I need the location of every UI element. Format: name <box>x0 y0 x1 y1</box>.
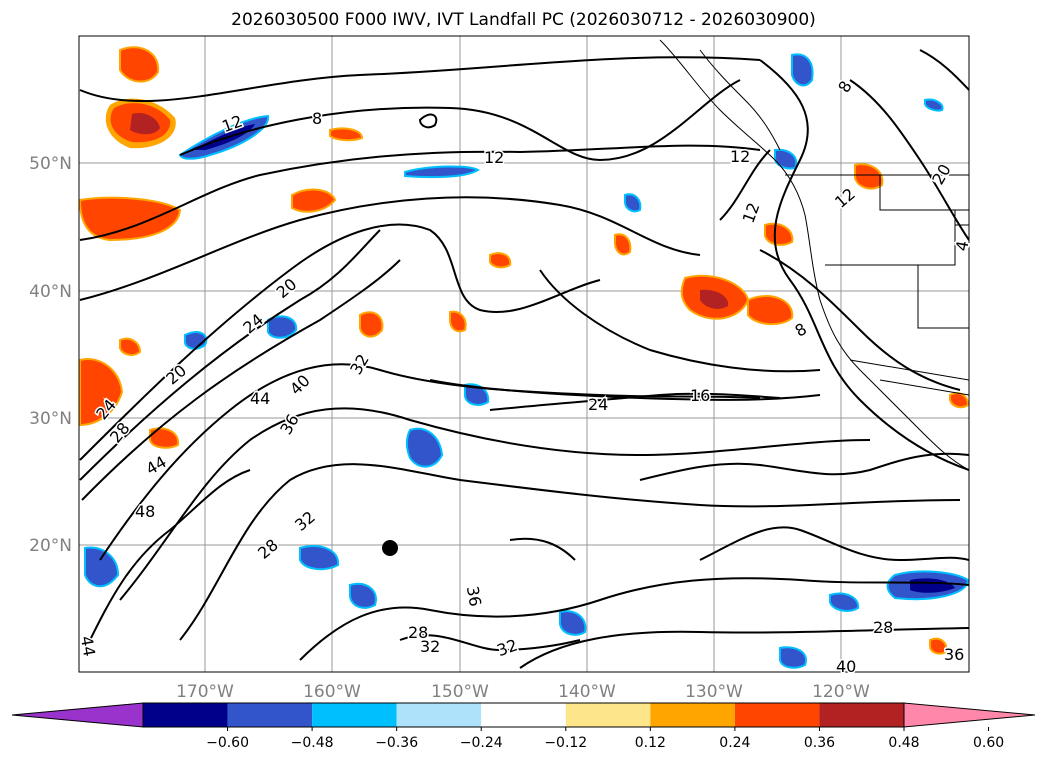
contour-label: 44 <box>77 635 99 658</box>
anomaly-blob-gulf-of-alaska <box>105 98 176 149</box>
lon-label-160w: 160°W <box>303 682 361 702</box>
colorbar-extend-high <box>903 702 1036 728</box>
colorbar-segment <box>650 703 735 727</box>
contour-label: 36 <box>944 645 964 664</box>
lat-label-20n: 20°N <box>29 536 72 556</box>
contour-label: 32 <box>420 637 440 656</box>
contour-label: 36 <box>463 585 485 608</box>
contour-label: 40 <box>836 657 856 676</box>
contour-label: 4 <box>952 239 972 252</box>
colorbar-segment <box>227 703 313 727</box>
lon-label-140w: 140°W <box>558 682 616 702</box>
colorbar-segment <box>565 703 651 727</box>
map-border <box>78 35 970 673</box>
colorbar-segment <box>143 703 228 727</box>
coastline <box>659 39 969 471</box>
contour-label: 12 <box>730 147 750 166</box>
colorbar-tick-label: 0.48 <box>888 735 919 751</box>
contour-label: 8 <box>312 109 322 128</box>
colorbar-extend-low <box>11 702 144 728</box>
contour-label: 44 <box>250 389 270 408</box>
colorbar-tick-label: −0.24 <box>460 735 503 751</box>
colorbar-segment <box>481 703 566 727</box>
colorbar-tick-label: −0.36 <box>375 735 418 751</box>
colorbar-tick-label: 0.60 <box>973 735 1004 751</box>
colorbar-tick-label: −0.48 <box>291 735 334 751</box>
colorbar-segment <box>734 703 820 727</box>
map-frame <box>79 36 969 672</box>
lon-label-170w: 170°W <box>176 682 234 702</box>
colorbar-tick-label: 0.24 <box>719 735 750 751</box>
lon-label-120w: 120°W <box>812 682 870 702</box>
colorbar-tick-label: 0.12 <box>635 735 666 751</box>
colorbar-tick-label: −0.12 <box>544 735 587 751</box>
colorbar-segment <box>819 703 904 727</box>
contour-label: 12 <box>484 148 504 167</box>
lat-label-30n: 30°N <box>29 409 72 429</box>
contour-label: 48 <box>135 502 155 521</box>
colorbar-outline <box>142 702 905 728</box>
colorbar: −0.60 −0.48 −0.36 −0.24 −0.12 0.12 0.24 0.36 0.4… <box>11 702 1036 751</box>
lon-label-150w: 150°W <box>431 682 489 702</box>
longitude-labels: 170°W 160°W 150°W 140°W 130°W 120°W <box>176 682 870 702</box>
lat-label-50n: 50°N <box>29 154 72 174</box>
map-title: 2026030500 F000 IWV, IVT Landfall PC (20… <box>231 10 816 30</box>
colorbar-segment <box>312 703 397 727</box>
colorbar-tick-label: 0.36 <box>804 735 835 751</box>
colorbar-tick-label: −0.60 <box>206 735 249 751</box>
lat-label-40n: 40°N <box>29 282 72 302</box>
contour-label: 28 <box>873 618 893 637</box>
positive-anomaly-fills <box>79 46 969 655</box>
contour-label: 28 <box>408 623 428 642</box>
contour-label: 16 <box>690 386 710 405</box>
lon-label-130w: 130°W <box>685 682 743 702</box>
gridlines <box>79 36 969 672</box>
colorbar-segment <box>396 703 482 727</box>
contour-label: 24 <box>588 395 608 414</box>
latitude-labels: 50°N 40°N 30°N 20°N <box>29 154 72 556</box>
